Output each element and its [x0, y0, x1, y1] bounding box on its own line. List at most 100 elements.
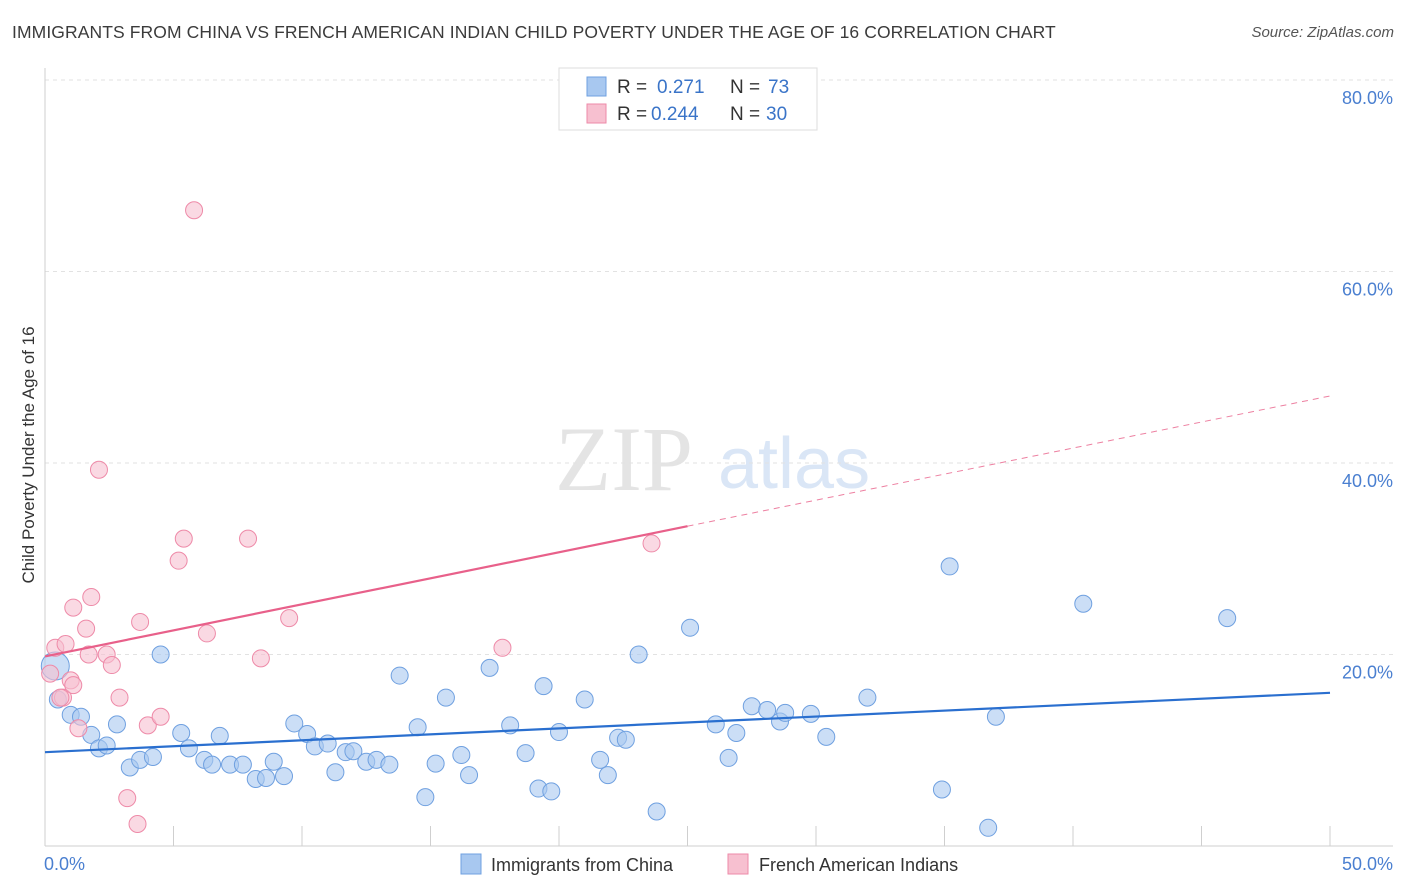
point-china [940, 557, 959, 576]
point-china [1218, 609, 1237, 628]
legend-swatch-china [586, 76, 607, 97]
series-legend: Immigrants from China French American In… [460, 853, 958, 875]
data-points [40, 201, 1237, 837]
point-french-american-indian [642, 534, 661, 553]
point-china [210, 726, 229, 745]
point-china [380, 755, 399, 774]
point-china [542, 782, 561, 801]
point-china [817, 727, 836, 746]
point-china [264, 752, 283, 771]
point-china [480, 658, 499, 677]
chart-title: IMMIGRANTS FROM CHINA VS FRENCH AMERICAN… [12, 22, 1056, 42]
point-china [275, 767, 294, 786]
y-tick-label: 20.0% [1342, 663, 1393, 683]
point-french-american-indian [51, 688, 70, 707]
point-china [257, 769, 276, 788]
series-legend-swatch-french-american-indian [727, 853, 749, 875]
trend-line-china [44, 691, 1331, 754]
x-tick-label-max: 50.0% [1342, 854, 1393, 874]
point-china [326, 763, 345, 782]
point-china [1074, 594, 1093, 613]
point-china [681, 618, 700, 637]
point-china [107, 715, 126, 734]
point-china [318, 734, 337, 753]
point-china [719, 748, 738, 767]
point-china [858, 688, 877, 707]
point-china [97, 736, 116, 755]
point-french-american-indian [151, 707, 170, 726]
watermark: ZIP atlas [555, 408, 870, 510]
legend-n-value-french-american-indian: 30 [766, 104, 787, 125]
point-china [575, 690, 594, 709]
point-french-american-indian [69, 719, 88, 738]
point-china [801, 704, 820, 723]
point-china [742, 697, 761, 716]
point-china [416, 788, 435, 807]
point-china [979, 818, 998, 837]
point-french-american-indian [64, 598, 83, 617]
point-china [344, 742, 363, 761]
point-french-american-indian [89, 460, 108, 479]
point-french-american-indian [118, 789, 137, 808]
point-china [436, 688, 455, 707]
legend-n-label-china: N = [730, 77, 760, 98]
point-china [426, 754, 445, 773]
point-china [203, 755, 222, 774]
point-china [647, 802, 666, 821]
point-french-american-indian [169, 551, 188, 570]
point-french-american-indian [174, 529, 193, 548]
point-french-american-indian [131, 612, 150, 631]
x-tick-label-min: 0.0% [44, 854, 85, 874]
point-china [727, 724, 746, 743]
x-axis-ticks [173, 826, 1331, 846]
point-french-american-indian [41, 664, 60, 683]
point-china [550, 723, 568, 742]
legend-r-label-china: R = [617, 77, 647, 98]
point-china [591, 750, 610, 769]
legend-r-value-china: 0.271 [657, 77, 705, 98]
series-legend-label-french-american-indian: French American Indians [759, 855, 958, 875]
point-china [932, 780, 951, 799]
point-china [460, 766, 479, 785]
point-china [452, 746, 471, 765]
point-china [179, 739, 198, 758]
point-china [143, 747, 162, 766]
point-china [598, 766, 617, 785]
y-tick-label: 60.0% [1342, 280, 1393, 300]
point-french-american-indian [239, 529, 258, 548]
point-french-american-indian [138, 716, 157, 735]
point-french-american-indian [79, 645, 98, 664]
point-french-american-indian [128, 814, 147, 833]
point-china [534, 677, 553, 696]
point-french-american-indian [82, 588, 101, 607]
trend-line-french-american-indian [44, 525, 688, 658]
y-axis-label: Child Poverty Under the Age of 16 [19, 326, 38, 583]
point-china [629, 645, 648, 664]
legend-r-label-french-american-indian: R = [617, 104, 647, 125]
watermark-atlas: atlas [718, 424, 870, 504]
legend-r-value-french-american-indian: 0.244 [651, 104, 699, 125]
legend-swatch-french-american-indian [586, 103, 607, 124]
series-legend-swatch-china [460, 853, 482, 875]
point-french-american-indian [77, 619, 96, 638]
point-french-american-indian [251, 649, 270, 668]
point-china [706, 715, 725, 734]
point-china [151, 645, 170, 664]
gridlines [45, 79, 1393, 655]
point-china [172, 724, 191, 743]
point-french-american-indian [493, 638, 512, 657]
point-china [986, 707, 1005, 726]
series-legend-label-china: Immigrants from China [491, 855, 674, 875]
point-french-american-indian [56, 634, 75, 653]
legend-n-value-china: 73 [768, 77, 789, 98]
point-china [516, 744, 535, 763]
trend-lines [44, 395, 1331, 754]
watermark-zip: ZIP [555, 408, 693, 510]
point-china [390, 666, 409, 685]
source-credit: Source: ZipAtlas.com [1251, 24, 1394, 41]
y-tick-label: 40.0% [1342, 471, 1393, 491]
point-french-american-indian [185, 201, 204, 220]
point-french-american-indian [197, 624, 216, 643]
point-china [408, 718, 427, 737]
